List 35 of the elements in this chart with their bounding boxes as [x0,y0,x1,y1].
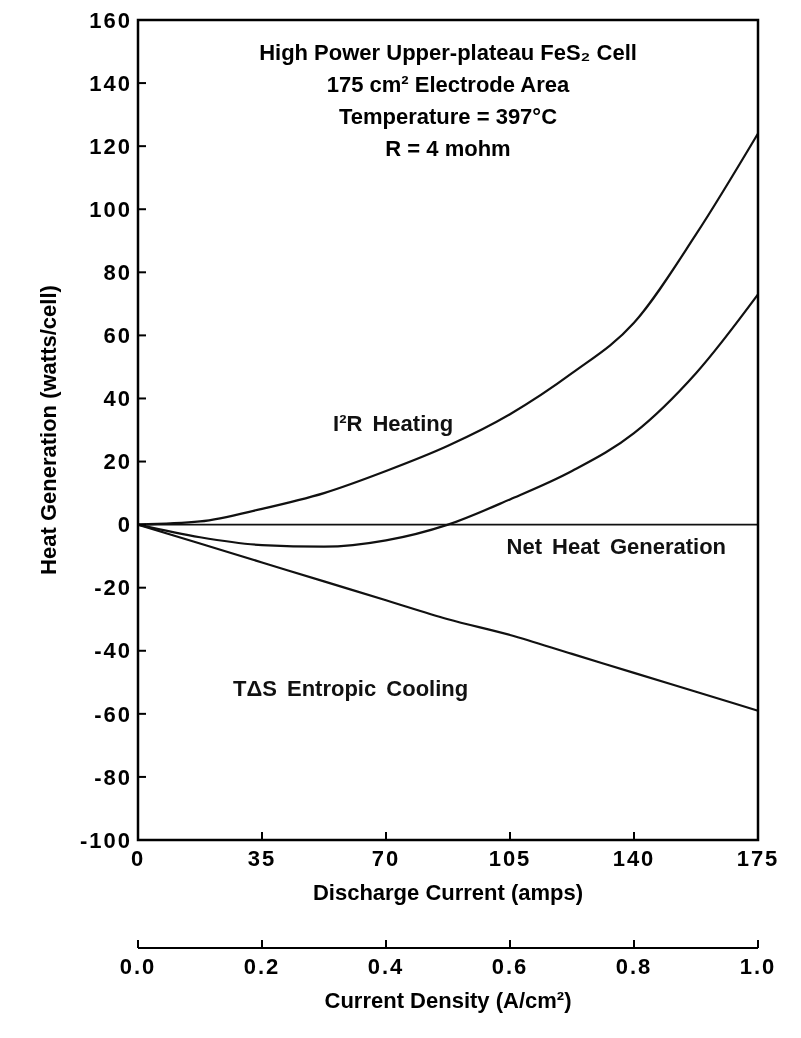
text: 175 cm² Electrode Area [326,72,570,97]
series-label: Net Heat Generation [506,534,727,560]
x2-tick-label: 0.0 [119,954,157,979]
y-tick-label: 80 [103,260,132,286]
x-tick-label: 105 [488,846,532,871]
y-tick-label: -40 [94,638,132,664]
x2-tick-label: 0.2 [243,954,281,979]
x2-tick-label: 1.0 [739,954,777,979]
y-tick-label: -60 [94,701,132,727]
y-axis-title: Heat Generation (watts/cell) [36,285,61,575]
x-tick-label: 70 [371,846,401,871]
x2-tick-label: 0.8 [615,954,653,979]
text: Temperature = 397°C [338,104,558,129]
x-tick-label: 140 [612,846,656,871]
y-tick-label: 120 [89,133,132,159]
y-tick-label: -100 [79,827,132,853]
series-label: I²R Heating [333,411,454,437]
y-tick-label: 100 [89,196,132,222]
x2-axis-title: Current Density (A/cm²) [324,988,572,1013]
text: High Power Upper-plateau FeS₂ Cell [259,40,637,65]
y-tick-label: -80 [94,764,132,790]
text: R = 4 mohm [385,136,511,161]
y-tick-label: 140 [89,70,132,96]
y-tick-label: 60 [103,323,132,349]
x-tick-label: 35 [247,846,277,871]
x-tick-label: 175 [736,846,780,871]
y-tick-label: 20 [103,449,132,475]
x-axis-title: Discharge Current (amps) [312,880,584,905]
text: TΔS Entropic Cooling [232,676,469,702]
x2-tick-label: 0.4 [367,954,405,979]
x2-tick-label: 0.6 [491,954,529,979]
y-tick-label: 160 [89,7,132,33]
y-tick-label: 40 [103,386,132,412]
y-tick-label: 0 [117,512,132,538]
y-tick-label: -20 [94,575,132,601]
